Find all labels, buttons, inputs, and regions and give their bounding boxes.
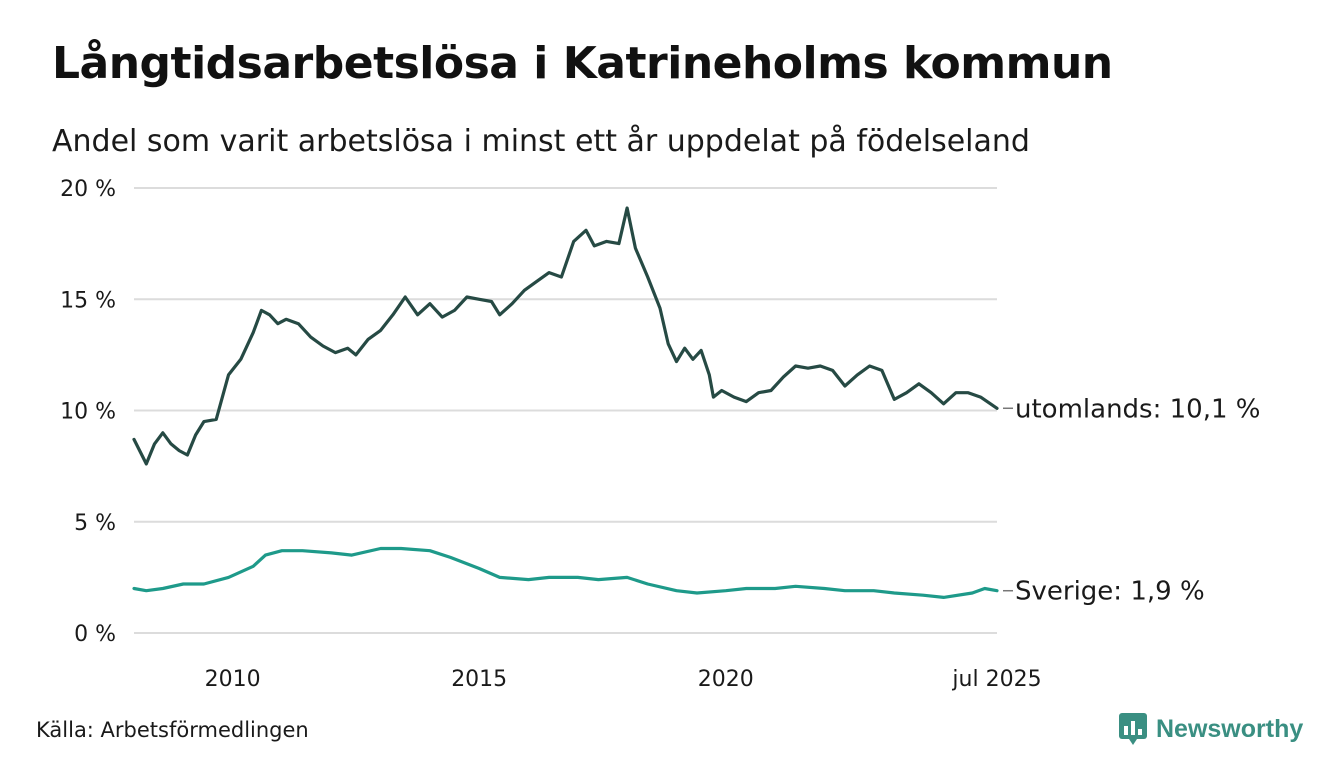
series-end-label: utomlands: 10,1 % — [1015, 394, 1260, 424]
source-note: Källa: Arbetsförmedlingen — [36, 718, 309, 742]
y-tick-label: 5 % — [74, 511, 116, 536]
x-tick-label: 2015 — [451, 667, 507, 692]
x-tick-label: 2010 — [205, 667, 261, 692]
x-tick-label: 2020 — [698, 667, 754, 692]
brand-logo: Newsworthy — [1118, 712, 1303, 746]
series-end-label: Sverige: 1,9 % — [1015, 577, 1205, 607]
y-tick-label: 20 % — [60, 177, 116, 202]
y-tick-label: 15 % — [60, 288, 116, 313]
y-tick-label: 0 % — [74, 622, 116, 647]
series-line-utomlands — [134, 208, 997, 464]
y-tick-label: 10 % — [60, 400, 116, 425]
brand-name: Newsworthy — [1156, 715, 1303, 744]
series-line-sverige — [134, 549, 997, 598]
newsworthy-logo-icon — [1118, 712, 1148, 746]
line-chart: 0 % 5 % 10 % 15 % 20 % 2010 2015 2020 jul 2025 ut… — [0, 0, 1340, 700]
x-tick-label: jul 2025 — [951, 667, 1041, 692]
